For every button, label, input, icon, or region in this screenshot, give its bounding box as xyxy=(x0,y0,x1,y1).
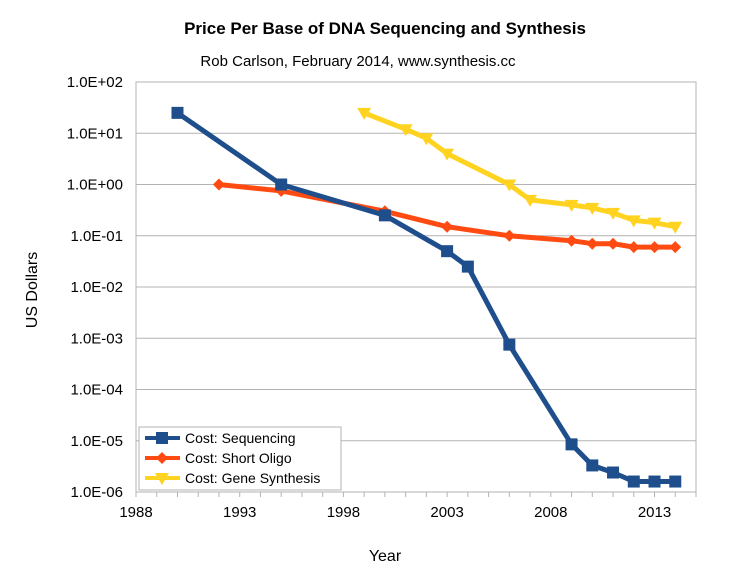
data-point xyxy=(586,459,599,472)
data-point xyxy=(626,215,641,228)
data-point xyxy=(607,237,620,250)
legend: Cost: Sequencing Cost: Short Oligo Cost: G… xyxy=(138,426,342,491)
legend-label: Cost: Gene Synthesis xyxy=(185,470,320,486)
data-point xyxy=(440,148,455,161)
series-0 xyxy=(171,106,682,488)
y-tick-label: 1.0E+01 xyxy=(67,125,123,142)
y-tick-label: 1.0E+00 xyxy=(67,177,123,194)
data-point xyxy=(461,260,474,273)
data-point xyxy=(212,178,225,191)
data-point xyxy=(648,241,661,254)
y-tick-label: 1.0E-05 xyxy=(70,433,123,450)
x-tick-label: 2013 xyxy=(638,504,671,521)
y-tick-label: 1.0E-04 xyxy=(70,382,123,399)
data-point xyxy=(565,234,578,247)
y-tick-label: 1.0E+02 xyxy=(67,74,123,91)
data-point xyxy=(669,241,682,254)
plot-area xyxy=(135,81,697,493)
legend-marker xyxy=(156,452,168,464)
data-point xyxy=(647,217,662,230)
data-point xyxy=(171,106,184,119)
x-tick-label: 1988 xyxy=(119,504,152,521)
x-tick-labels: 1988 1993 1998 2003 2008 2013 xyxy=(119,504,671,521)
data-point xyxy=(398,124,413,137)
data-point xyxy=(441,220,454,233)
data-point xyxy=(503,338,516,351)
legend-label: Cost: Short Oligo xyxy=(185,450,292,466)
data-point xyxy=(585,202,600,215)
data-point xyxy=(378,209,391,222)
x-ticks xyxy=(135,492,697,497)
chart-title: Price Per Base of DNA Sequencing and Syn… xyxy=(184,19,586,38)
data-point xyxy=(357,107,372,120)
data-point xyxy=(627,475,640,488)
data-point xyxy=(627,241,640,254)
x-tick-label: 2008 xyxy=(534,504,567,521)
data-point xyxy=(565,438,578,451)
x-tick-label: 2003 xyxy=(430,504,463,521)
data-point xyxy=(648,475,661,488)
series-layer xyxy=(171,106,683,488)
x-tick-label: 1993 xyxy=(223,504,256,521)
legend-label: Cost: Sequencing xyxy=(185,430,296,446)
y-tick-labels: 1.0E+02 1.0E+01 1.0E+00 1.0E-01 1.0E-02 1.0E-… xyxy=(67,74,123,501)
data-point xyxy=(441,245,454,258)
chart-subtitle: Rob Carlson, February 2014, www.synthesi… xyxy=(200,53,516,70)
y-tick-label: 1.0E-06 xyxy=(70,484,123,501)
data-point xyxy=(669,475,682,488)
data-point xyxy=(668,221,683,234)
y-tick-label: 1.0E-01 xyxy=(70,228,123,245)
data-point xyxy=(606,207,621,220)
data-point xyxy=(503,229,516,242)
data-point xyxy=(586,237,599,250)
x-tick-label: 1998 xyxy=(327,504,360,521)
data-point xyxy=(275,178,288,191)
series-2 xyxy=(357,107,683,234)
data-point xyxy=(419,133,434,146)
y-tick-label: 1.0E-03 xyxy=(70,330,123,347)
data-point xyxy=(564,199,579,212)
x-axis-title: Year xyxy=(369,548,402,565)
legend-marker xyxy=(156,432,168,444)
legend-marker xyxy=(155,473,169,485)
y-tick-label: 1.0E-02 xyxy=(70,279,123,296)
data-point xyxy=(523,194,538,207)
data-point xyxy=(502,179,517,192)
data-point xyxy=(607,466,620,479)
y-axis-title: US Dollars xyxy=(24,252,41,328)
